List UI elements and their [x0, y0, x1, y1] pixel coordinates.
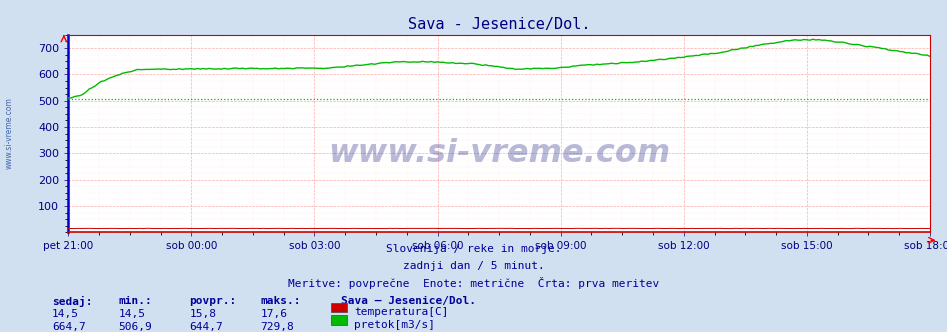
Text: min.:: min.:	[118, 296, 152, 306]
Text: sedaj:: sedaj:	[52, 296, 93, 307]
Text: 729,8: 729,8	[260, 322, 295, 332]
Text: zadnji dan / 5 minut.: zadnji dan / 5 minut.	[402, 261, 545, 271]
Text: 664,7: 664,7	[52, 322, 86, 332]
Text: www.si-vreme.com: www.si-vreme.com	[5, 97, 14, 169]
Text: maks.:: maks.:	[260, 296, 301, 306]
Text: Sava – Jesenice/Dol.: Sava – Jesenice/Dol.	[341, 296, 476, 306]
Text: 15,8: 15,8	[189, 309, 217, 319]
Text: 14,5: 14,5	[52, 309, 80, 319]
Text: pretok[m3/s]: pretok[m3/s]	[354, 320, 436, 330]
Text: Slovenija / reke in morje.: Slovenija / reke in morje.	[385, 244, 562, 254]
Text: www.si-vreme.com: www.si-vreme.com	[328, 138, 670, 169]
Title: Sava - Jesenice/Dol.: Sava - Jesenice/Dol.	[408, 17, 590, 32]
Text: 14,5: 14,5	[118, 309, 146, 319]
Text: 17,6: 17,6	[260, 309, 288, 319]
Text: Meritve: povprečne  Enote: metrične  Črta: prva meritev: Meritve: povprečne Enote: metrične Črta:…	[288, 277, 659, 289]
Text: 644,7: 644,7	[189, 322, 223, 332]
Text: 506,9: 506,9	[118, 322, 152, 332]
Text: povpr.:: povpr.:	[189, 296, 237, 306]
Text: temperatura[C]: temperatura[C]	[354, 307, 449, 317]
